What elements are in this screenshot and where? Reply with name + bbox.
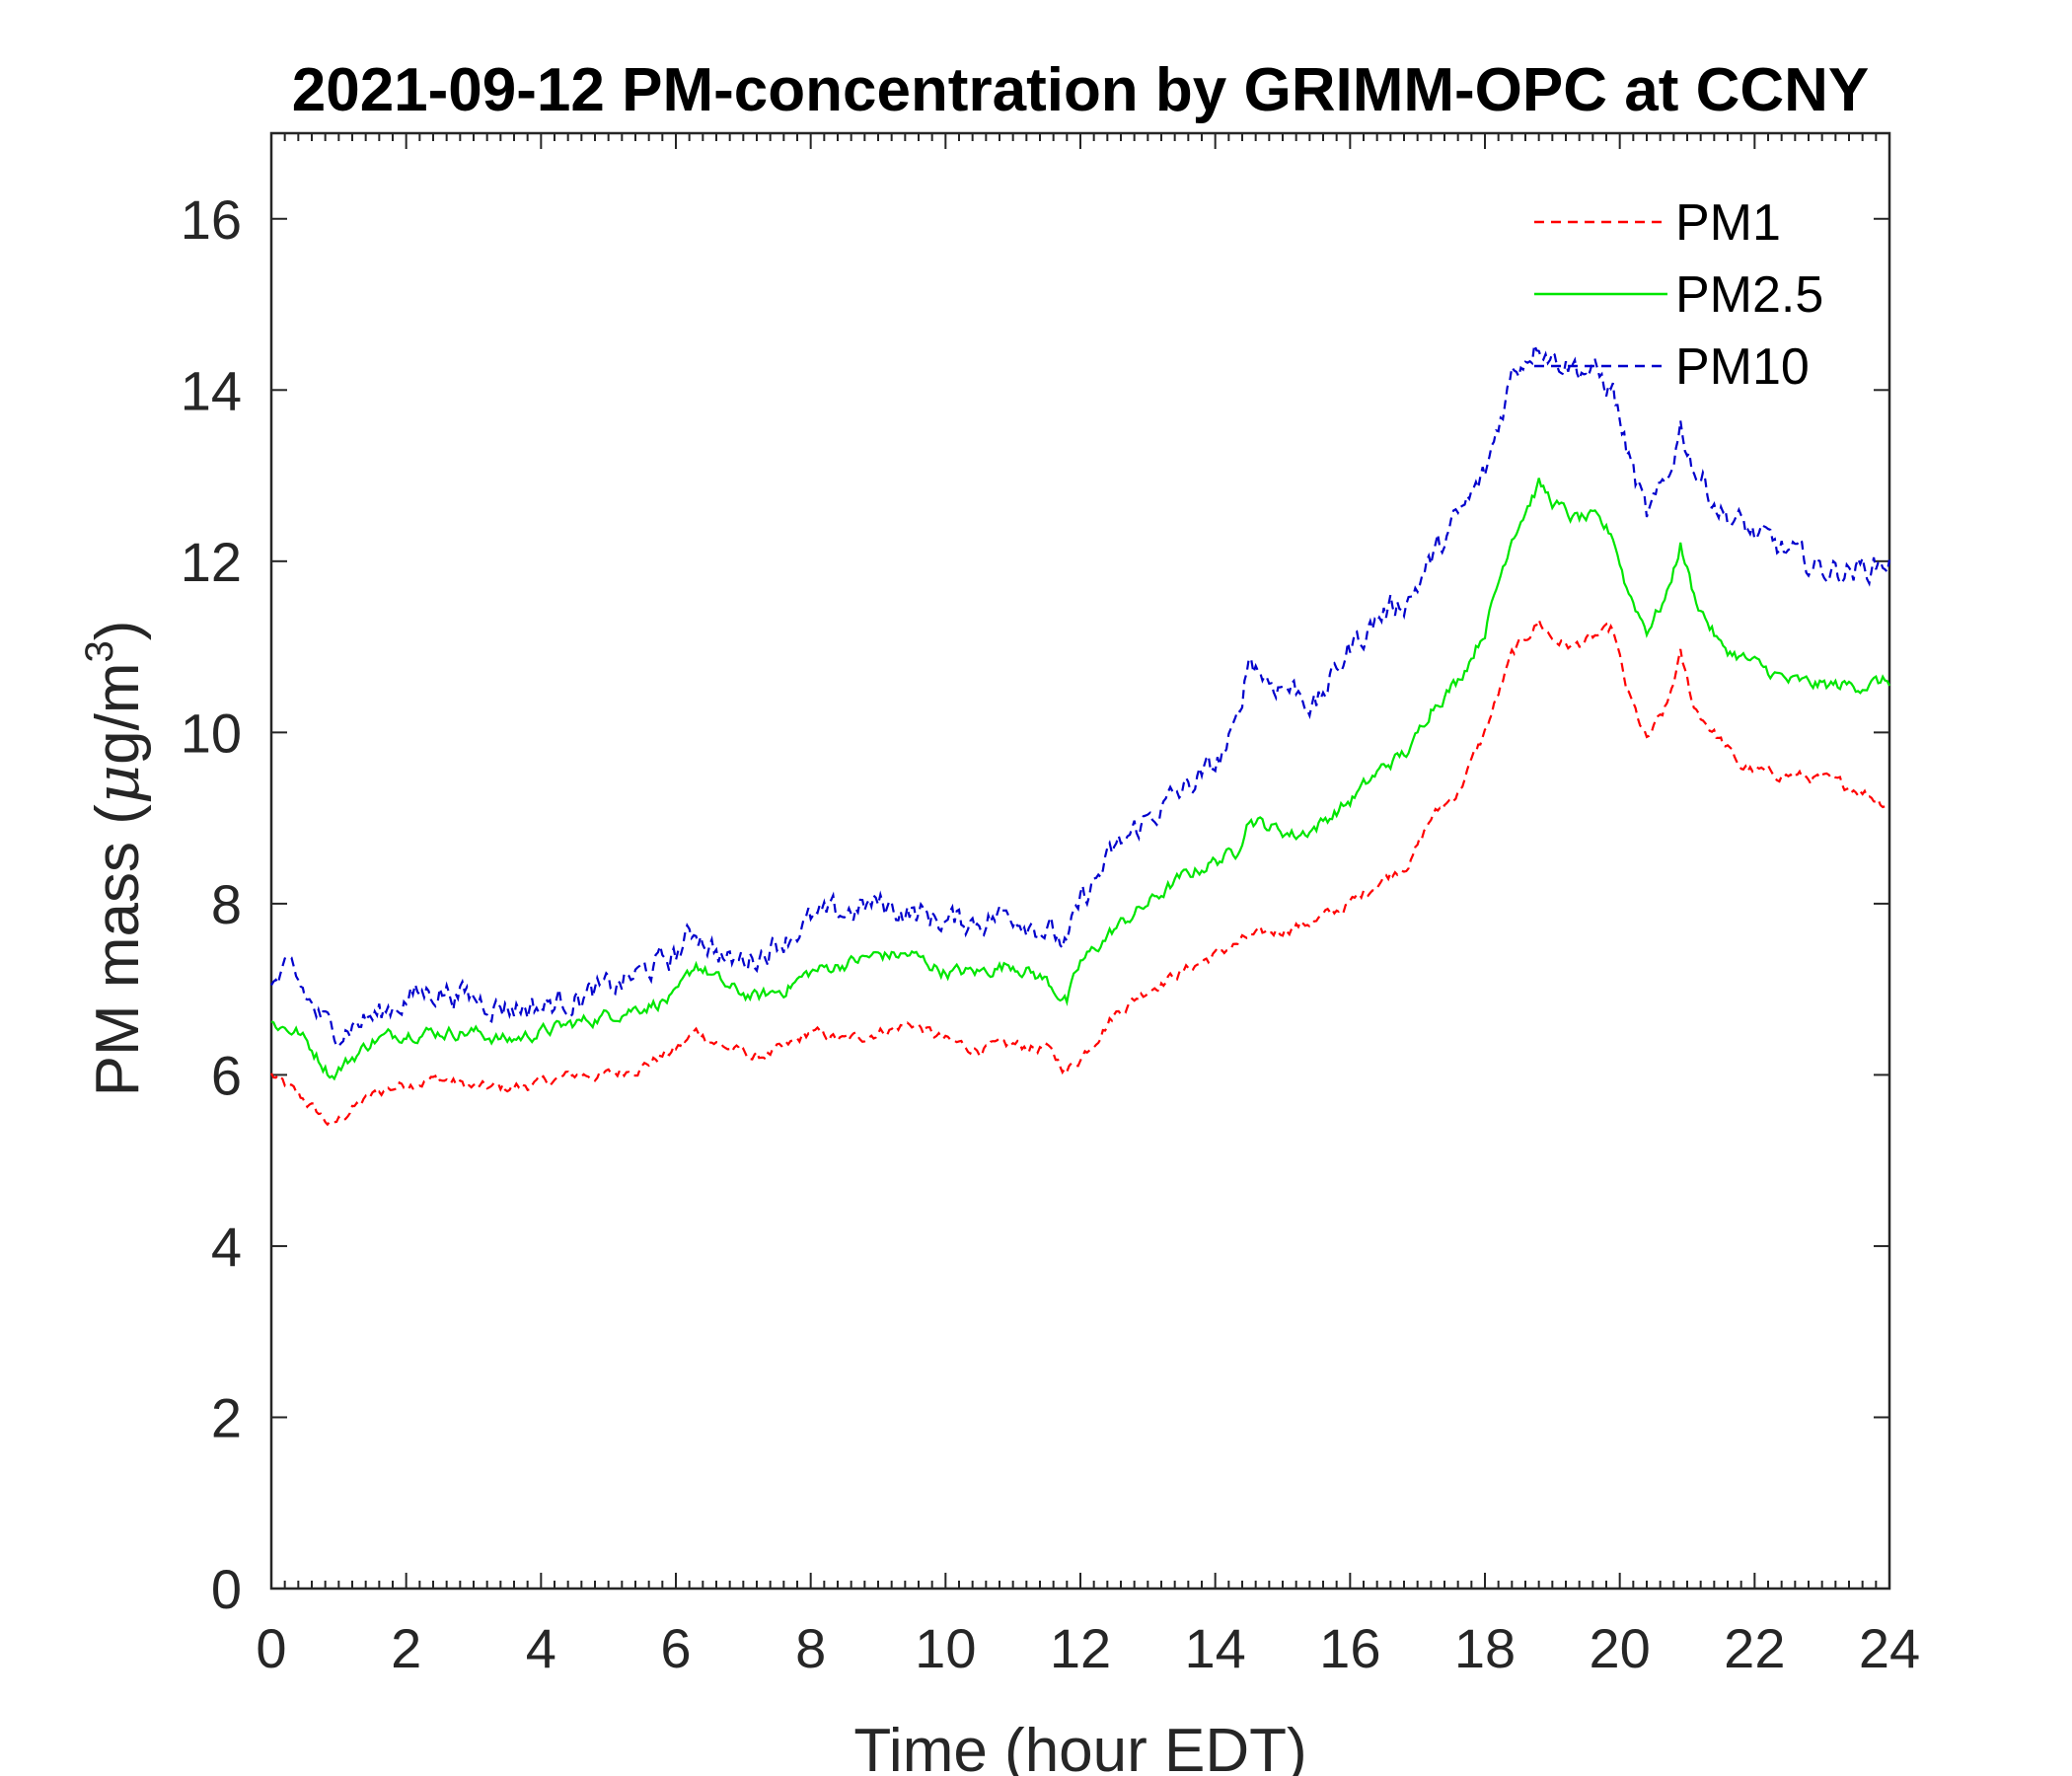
legend-label-pm10: PM10	[1675, 338, 1810, 396]
x-tick-label: 12	[1050, 1617, 1111, 1679]
x-tick-label: 24	[1859, 1617, 1920, 1679]
y-axis-label-prefix: PM mass (	[84, 804, 152, 1097]
x-tick-label: 20	[1590, 1617, 1651, 1679]
chart-title: 2021-09-12 PM-concentration by GRIMM-OPC…	[292, 56, 1870, 124]
x-tick-labels: 0 2 4 6 8 10 12 14 16 18 20 22 24	[256, 1617, 1920, 1679]
y-tick-label: 8	[211, 873, 242, 935]
x-tick-label: 4	[526, 1617, 556, 1679]
y-tick-labels: 0 2 4 6 8 10 12 14 16	[181, 188, 242, 1620]
x-tick-label: 16	[1319, 1617, 1380, 1679]
y-tick-label: 10	[181, 702, 242, 764]
axis-ticks	[270, 133, 1890, 1590]
y-tick-label: 4	[211, 1216, 242, 1278]
x-tick-label: 8	[795, 1617, 826, 1679]
series-line-pm1	[270, 617, 1890, 1127]
x-axis-label: Time (hour EDT)	[853, 1717, 1306, 1776]
y-axis-label-sup: 3	[78, 640, 121, 662]
y-tick-label: 2	[211, 1386, 242, 1448]
y-tick-label: 6	[211, 1044, 242, 1106]
x-tick-label: 0	[256, 1617, 286, 1679]
x-tick-label: 2	[391, 1617, 421, 1679]
plot-area	[269, 131, 1891, 1591]
x-tick-label: 22	[1724, 1617, 1785, 1679]
y-axis-label-unit: g/m	[84, 663, 152, 765]
series-line-pm2-5	[270, 478, 1890, 1081]
x-tick-label: 6	[660, 1617, 691, 1679]
series-line-pm10	[270, 340, 1891, 1048]
legend-label-pm2-5: PM2.5	[1675, 266, 1823, 324]
legend: PM1 PM2.5 PM10	[1534, 194, 1823, 396]
y-axis-label-mu: μ	[81, 765, 153, 804]
y-axis-label: PM mass (μg/m3)	[78, 621, 153, 1097]
series-layer	[270, 340, 1891, 1127]
y-tick-label: 16	[181, 188, 242, 251]
y-axis-label-suffix: )	[84, 621, 152, 641]
y-tick-label: 12	[181, 531, 242, 593]
legend-label-pm1: PM1	[1675, 194, 1781, 252]
y-tick-label: 14	[181, 359, 242, 421]
x-tick-label: 14	[1185, 1617, 1246, 1679]
y-tick-label: 0	[211, 1558, 242, 1620]
x-tick-label: 10	[915, 1617, 976, 1679]
x-tick-label: 18	[1454, 1617, 1516, 1679]
